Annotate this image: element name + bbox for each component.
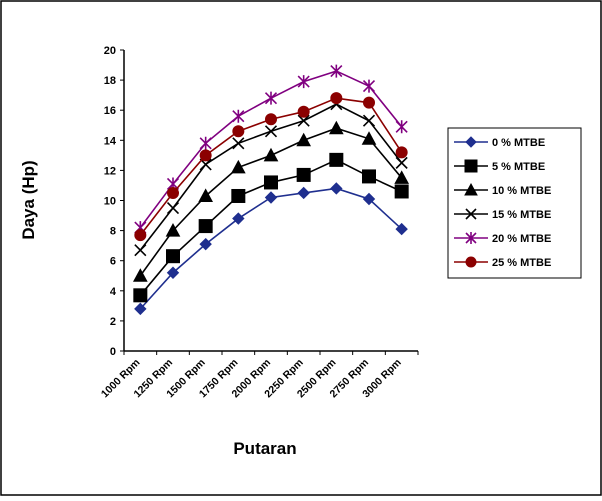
series-10-mtbe	[132, 120, 410, 282]
series-25-mtbe	[134, 92, 408, 242]
data-point	[198, 188, 214, 202]
data-point	[465, 136, 477, 148]
data-point	[166, 266, 180, 279]
data-point	[199, 136, 212, 150]
data-point	[395, 146, 408, 159]
data-point	[328, 120, 344, 135]
data-point	[232, 125, 245, 138]
y-tick-label: 2	[110, 316, 116, 328]
data-point	[134, 229, 147, 242]
legend-entry: 15 % MTBE	[454, 208, 551, 221]
data-point	[297, 114, 310, 127]
legend-label: 15 % MTBE	[492, 209, 551, 221]
data-point	[231, 188, 246, 203]
legend-label: 0 % MTBE	[492, 137, 545, 149]
data-point	[165, 223, 181, 237]
data-point	[330, 64, 343, 78]
data-point	[297, 75, 310, 89]
data-point	[395, 120, 408, 134]
y-axis-title: Daya (Hp)	[19, 160, 38, 239]
series-20-mtbe	[134, 64, 408, 235]
data-point	[265, 113, 277, 126]
y-tick-label: 14	[104, 135, 117, 147]
series-5-mtbe	[133, 152, 409, 303]
data-point	[362, 169, 376, 184]
legend-label: 5 % MTBE	[492, 161, 545, 173]
data-point	[264, 91, 278, 105]
data-point	[132, 268, 148, 282]
legend: 0 % MTBE 5 % MTBE 10 % MTBE 15 % MTBE 20 % M…	[447, 127, 582, 279]
y-tick-label: 0	[110, 346, 116, 358]
data-point	[230, 159, 246, 174]
data-point	[362, 79, 376, 93]
data-point	[394, 170, 410, 184]
y-tick-label: 8	[110, 226, 116, 238]
data-point	[199, 149, 212, 162]
data-point	[465, 256, 477, 268]
data-point	[297, 105, 310, 118]
data-point	[329, 152, 344, 167]
legend-entry: 0 % MTBE	[454, 136, 545, 149]
y-tick-label: 16	[104, 105, 116, 117]
data-point	[296, 132, 312, 147]
y-tick-label: 4	[110, 286, 117, 298]
data-point	[361, 131, 377, 145]
data-point	[166, 249, 180, 264]
data-point	[394, 184, 409, 199]
legend-entry: 10 % MTBE	[454, 182, 551, 197]
y-tick-label: 10	[104, 196, 116, 208]
data-point	[134, 302, 147, 316]
data-point	[363, 96, 375, 109]
x-axis-title: Putaran	[233, 439, 296, 458]
legend-entry: 25 % MTBE	[454, 256, 551, 269]
data-point	[264, 191, 278, 204]
data-point	[198, 219, 213, 234]
data-point	[167, 186, 179, 199]
series-0-mtbe	[134, 182, 408, 316]
data-point	[395, 156, 408, 169]
series-layer	[132, 64, 410, 316]
data-point	[264, 125, 278, 138]
legend-label: 20 % MTBE	[492, 233, 551, 245]
legend-label: 25 % MTBE	[492, 257, 551, 269]
data-point	[133, 288, 148, 303]
legend-box	[447, 127, 582, 279]
data-point	[464, 182, 478, 196]
legend-label: 10 % MTBE	[492, 185, 551, 197]
data-point	[232, 137, 245, 150]
data-point	[296, 167, 311, 182]
series-15-mtbe	[134, 98, 408, 257]
data-point	[395, 222, 408, 236]
data-point	[362, 114, 376, 127]
y-tick-label: 18	[104, 75, 116, 87]
data-point	[464, 159, 478, 173]
data-point	[166, 201, 180, 215]
data-point	[465, 232, 477, 244]
data-point	[263, 147, 279, 162]
data-point	[330, 92, 343, 105]
y-tick-label: 20	[104, 45, 116, 57]
y-tick-label: 12	[104, 165, 116, 177]
data-point	[297, 186, 310, 200]
data-point	[134, 244, 147, 257]
data-point	[465, 208, 477, 220]
legend-entry: 5 % MTBE	[454, 159, 545, 173]
data-point	[232, 109, 245, 123]
legend-entry: 20 % MTBE	[454, 232, 551, 245]
data-point	[264, 175, 278, 190]
data-point	[232, 212, 245, 225]
data-point	[199, 237, 212, 251]
data-point	[362, 192, 376, 206]
data-point	[330, 182, 343, 195]
y-tick-label: 6	[110, 256, 116, 268]
